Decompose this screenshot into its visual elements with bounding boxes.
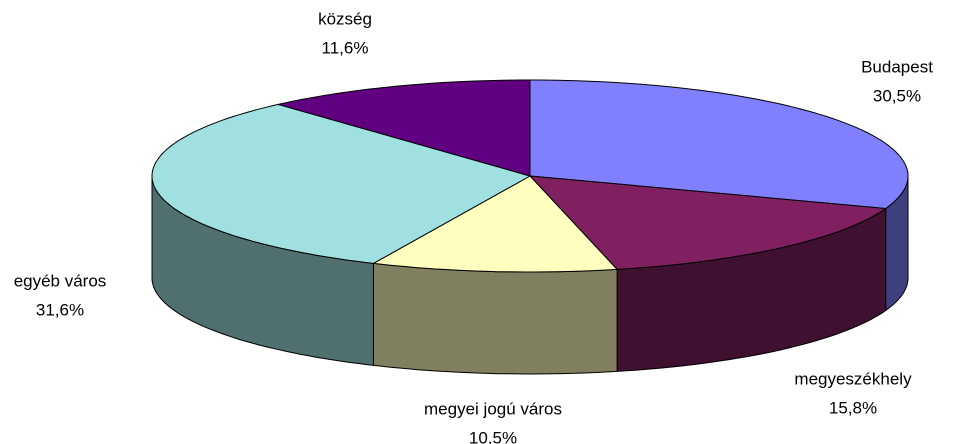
slice-side [372,262,618,375]
slice-label: Budapest [861,57,933,76]
slice-label: megyei jogú város [424,399,562,418]
slice-label: egyéb város [14,271,107,290]
slice-label: megyeszékhely [794,369,912,388]
slice-value-label: 11,6% [322,38,369,57]
slice-value-label: 30,5% [873,86,921,105]
slice [529,175,887,270]
slice-value-label: 10,5% [469,428,517,444]
slice [151,103,531,264]
slice [372,175,618,273]
slice-value-label: 15,8% [829,398,877,417]
slice [529,79,909,209]
slice [277,79,531,177]
slice-label: község [318,9,372,28]
slice-value-label: 31,6% [36,300,84,319]
